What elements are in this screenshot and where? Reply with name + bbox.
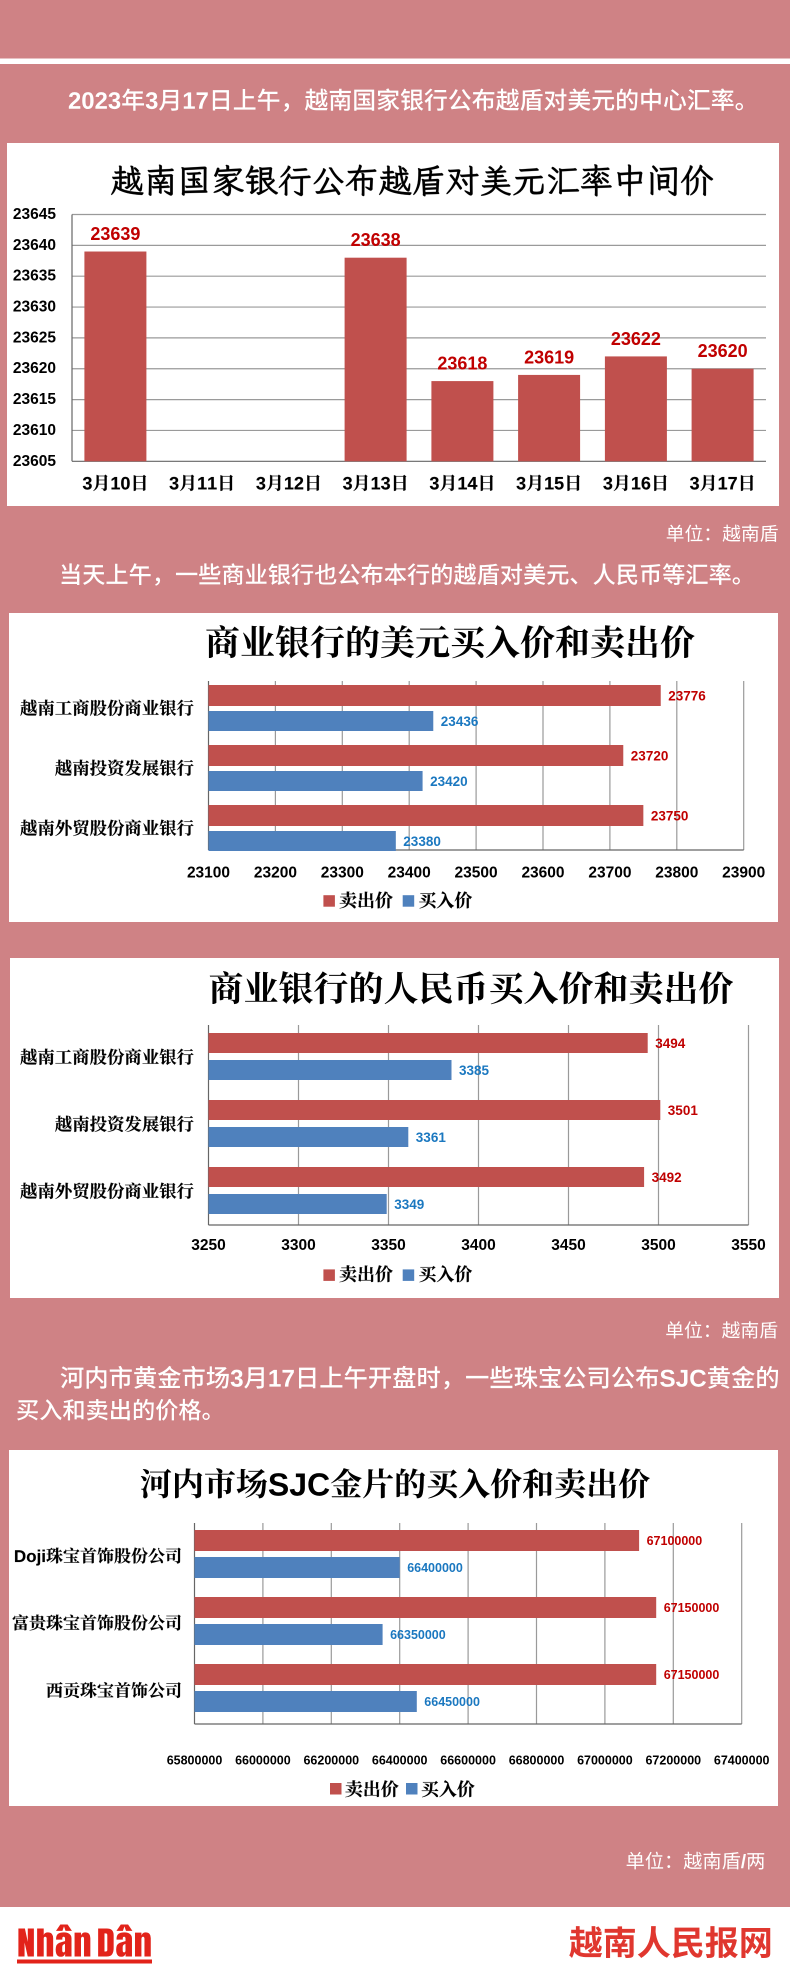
- svg-text:23100: 23100: [187, 865, 230, 882]
- svg-text:23436: 23436: [441, 714, 479, 729]
- svg-text:23622: 23622: [611, 329, 661, 349]
- svg-text:23625: 23625: [13, 329, 56, 346]
- svg-text:3361: 3361: [416, 1130, 447, 1145]
- svg-text:3350: 3350: [371, 1237, 405, 1254]
- svg-text:66450000: 66450000: [424, 1695, 480, 1709]
- svg-text:3349: 3349: [394, 1197, 424, 1212]
- svg-text:66000000: 66000000: [235, 1754, 291, 1768]
- svg-text:23619: 23619: [524, 347, 574, 367]
- svg-text:23500: 23500: [455, 865, 498, 882]
- svg-text:23620: 23620: [13, 360, 56, 377]
- svg-text:3501: 3501: [668, 1103, 699, 1118]
- svg-text:3492: 3492: [652, 1170, 682, 1185]
- svg-text:67200000: 67200000: [645, 1754, 701, 1768]
- svg-text:66350000: 66350000: [390, 1628, 446, 1642]
- svg-text:3300: 3300: [281, 1237, 315, 1254]
- svg-text:3385: 3385: [459, 1063, 490, 1078]
- svg-text:65800000: 65800000: [167, 1754, 223, 1768]
- svg-text:23600: 23600: [521, 865, 564, 882]
- svg-text:66600000: 66600000: [440, 1754, 496, 1768]
- svg-text:23380: 23380: [403, 834, 441, 849]
- svg-text:23300: 23300: [321, 865, 364, 882]
- svg-text:66800000: 66800000: [509, 1754, 565, 1768]
- svg-text:66200000: 66200000: [303, 1754, 359, 1768]
- svg-text:66400000: 66400000: [372, 1754, 428, 1768]
- svg-text:23800: 23800: [655, 865, 698, 882]
- svg-text:66400000: 66400000: [407, 1561, 463, 1575]
- svg-text:3494: 3494: [655, 1036, 686, 1051]
- svg-text:23645: 23645: [13, 206, 56, 223]
- svg-text:23605: 23605: [13, 453, 56, 470]
- svg-text:67400000: 67400000: [714, 1754, 770, 1768]
- svg-text:23700: 23700: [588, 865, 631, 882]
- svg-text:23630: 23630: [13, 299, 56, 316]
- svg-text:23400: 23400: [388, 865, 431, 882]
- svg-text:67150000: 67150000: [664, 1601, 720, 1615]
- svg-text:3500: 3500: [641, 1237, 675, 1254]
- svg-text:3550: 3550: [731, 1237, 765, 1254]
- svg-text:23610: 23610: [13, 422, 56, 439]
- svg-text:23640: 23640: [13, 237, 56, 254]
- svg-text:23639: 23639: [90, 224, 140, 244]
- svg-text:67150000: 67150000: [664, 1668, 720, 1682]
- svg-text:23638: 23638: [351, 230, 401, 250]
- svg-text:67100000: 67100000: [647, 1534, 703, 1548]
- svg-text:67000000: 67000000: [577, 1754, 633, 1768]
- svg-text:23776: 23776: [668, 688, 706, 703]
- svg-text:3450: 3450: [551, 1237, 585, 1254]
- svg-text:23200: 23200: [254, 865, 297, 882]
- svg-text:23420: 23420: [430, 774, 468, 789]
- svg-text:3250: 3250: [191, 1237, 225, 1254]
- svg-text:23620: 23620: [698, 341, 748, 361]
- svg-text:3400: 3400: [461, 1237, 495, 1254]
- svg-text:23900: 23900: [722, 865, 765, 882]
- svg-text:23618: 23618: [437, 354, 487, 374]
- svg-text:23615: 23615: [13, 391, 56, 408]
- svg-text:23635: 23635: [13, 268, 56, 285]
- svg-text:23720: 23720: [631, 748, 669, 763]
- svg-text:23750: 23750: [651, 808, 689, 823]
